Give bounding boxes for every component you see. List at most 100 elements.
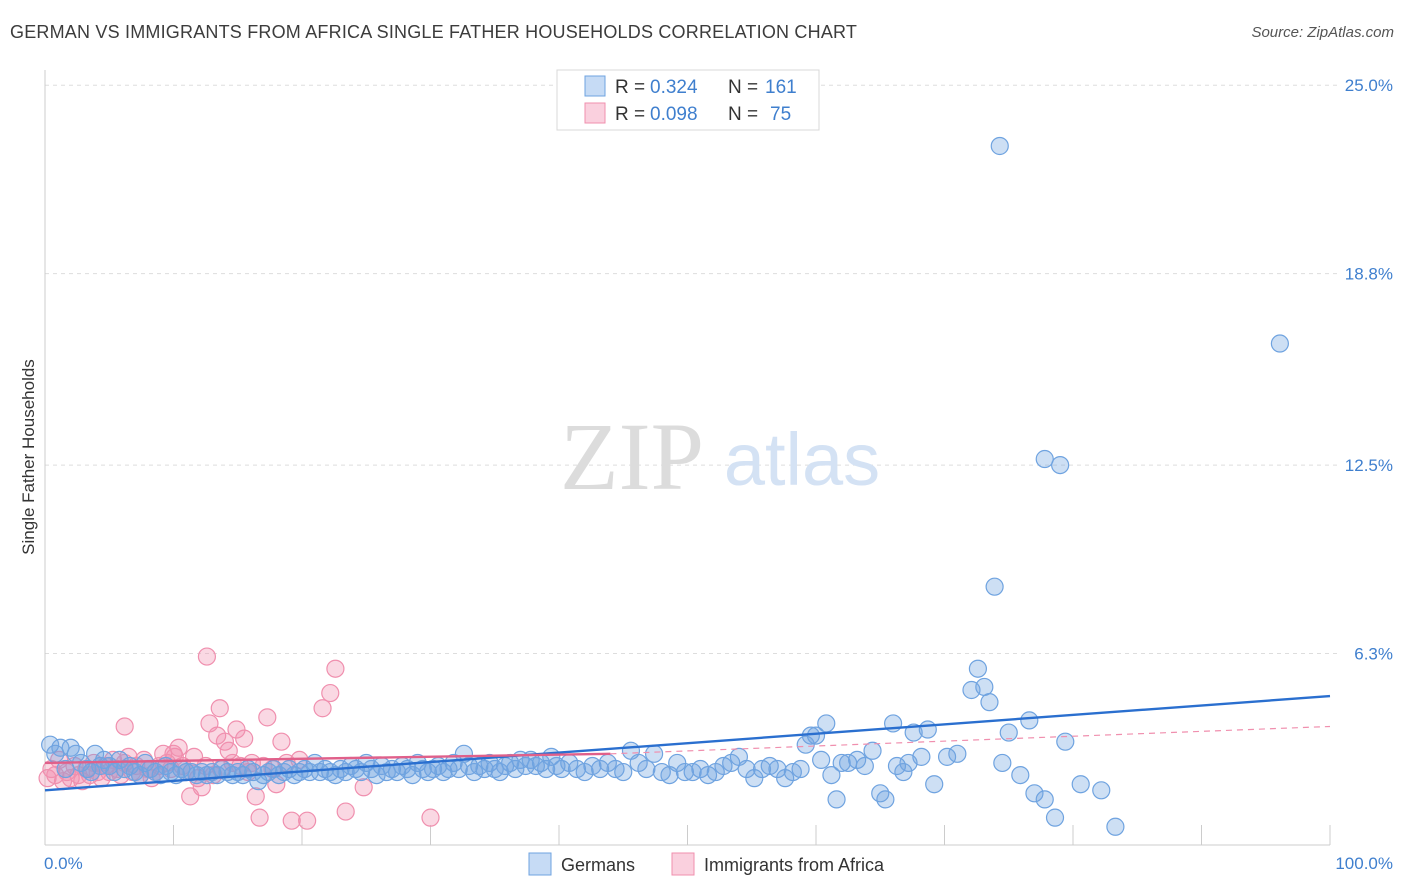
africa-point-51 <box>235 729 254 748</box>
germans-point-50 <box>295 759 314 779</box>
chart-title: GERMAN VS IMMIGRANTS FROM AFRICA SINGLE … <box>10 22 858 42</box>
africa-point-64 <box>298 811 317 830</box>
germans-point-145 <box>876 790 895 809</box>
germans-point-172 <box>985 577 1004 596</box>
germans-point-170 <box>1106 817 1125 836</box>
germans-point-73 <box>413 759 432 779</box>
germans-point-87 <box>485 759 504 779</box>
y-tick-label-1: 12.5% <box>1345 456 1393 475</box>
germans-point-3 <box>56 759 75 779</box>
africa-point-49 <box>227 720 246 739</box>
germans-point-160 <box>993 753 1012 773</box>
germans-point-152 <box>918 720 937 739</box>
watermark: ZIP atlas <box>560 403 880 510</box>
germans-point-175 <box>1051 455 1070 475</box>
africa-point-57 <box>258 708 277 727</box>
germans-point-14 <box>110 750 129 770</box>
germans-point-55 <box>321 762 340 782</box>
germans-point-155 <box>948 744 967 763</box>
legend-r-value-germans: 0.324 <box>650 77 698 98</box>
germans-point-2 <box>51 738 70 757</box>
germans-point-112 <box>644 744 664 763</box>
bottom-legend-africa: Immigrants from Africa <box>704 855 885 875</box>
germans-point-131 <box>791 759 810 779</box>
germans-point-166 <box>1045 808 1065 827</box>
bottom-legend-swatch-germans <box>528 852 552 876</box>
germans-point-174 <box>1035 449 1054 469</box>
x-tick-label-0: 0.0% <box>44 854 83 873</box>
legend-swatch-germans <box>584 75 606 97</box>
germans-point-0 <box>41 735 60 754</box>
y-tick-label-0: 6.3% <box>1354 645 1393 664</box>
legend-n-label-africa: N = <box>728 104 758 125</box>
germans-point-77 <box>434 762 453 782</box>
africa-point-55 <box>250 808 269 827</box>
germans-point-150 <box>904 723 923 742</box>
africa-point-65 <box>313 699 332 718</box>
legend-n-value-africa: 75 <box>770 104 791 125</box>
legend-swatch-africa <box>584 102 606 124</box>
y-tick-label-2: 18.8% <box>1345 265 1393 284</box>
germans-point-167 <box>1056 732 1075 751</box>
germans-point-132 <box>796 735 815 754</box>
germans-point-75 <box>423 759 443 779</box>
germans-point-159 <box>980 693 999 712</box>
source-credit: Source: ZipAtlas.com <box>1251 24 1394 41</box>
germans-point-171 <box>990 136 1009 156</box>
y-axis-label: Single Father Households <box>19 359 38 555</box>
germans-point-66 <box>377 762 396 782</box>
africa-point-71 <box>115 717 134 736</box>
germans-point-158 <box>975 677 994 697</box>
germans-point-142 <box>855 756 874 776</box>
legend-n-value-germans: 161 <box>765 77 797 98</box>
germans-point-173 <box>1270 334 1289 353</box>
trend-line-germans <box>44 694 1331 792</box>
germans-point-161 <box>999 723 1018 742</box>
germans-point-136 <box>817 714 836 733</box>
africa-point-46 <box>215 732 234 751</box>
x-tick-label-1: 100.0% <box>1335 854 1393 873</box>
y-tick-label-3: 25.0% <box>1345 76 1393 95</box>
africa-point-54 <box>246 787 265 806</box>
africa-point-60 <box>272 732 291 751</box>
germans-point-95 <box>526 756 545 776</box>
bottom-legend-germans: Germans <box>561 855 635 875</box>
germans-point-143 <box>863 741 882 760</box>
watermark-zip: ZIP <box>560 403 704 510</box>
germans-point-53 <box>310 762 330 782</box>
watermark-atlas: atlas <box>724 418 880 501</box>
trend-line-africa <box>44 752 611 765</box>
tick-labels: 6.3% 12.5% 18.8% 25.0% 0.0% 100.0% <box>44 76 1393 873</box>
germans-point-32 <box>202 762 222 782</box>
legend-n-label-germans: N = <box>728 77 758 98</box>
germans-point-157 <box>968 659 988 678</box>
axes <box>44 70 1331 846</box>
germans-point-124 <box>737 759 756 779</box>
germans-point-30 <box>192 762 211 782</box>
germans-point-128 <box>768 759 787 779</box>
trend-lines <box>44 694 1331 792</box>
africa-point-70 <box>421 808 440 827</box>
germans-point-74 <box>418 762 438 782</box>
germans-point-111 <box>637 759 656 779</box>
germans-point-138 <box>827 790 846 809</box>
germans-point-116 <box>675 762 695 782</box>
africa-point-74 <box>210 699 229 718</box>
legend-r-value-africa: 0.098 <box>650 104 698 125</box>
germans-point-165 <box>1035 790 1054 809</box>
germans-point-45 <box>269 765 288 785</box>
africa-point-66 <box>321 683 340 703</box>
germans-point-168 <box>1071 775 1090 794</box>
legend-r-label-germans: R = <box>615 77 645 98</box>
germans-point-164 <box>1025 784 1044 803</box>
bottom-legend-swatch-africa <box>671 852 695 876</box>
germans-point-148 <box>894 762 913 782</box>
germans-point-151 <box>912 747 931 766</box>
germans-point-125 <box>745 769 764 788</box>
germans-point-8 <box>82 762 101 782</box>
germans-point-153 <box>925 775 944 794</box>
germans-point-137 <box>822 765 841 785</box>
germans-point-169 <box>1092 781 1111 800</box>
germans-point-163 <box>1020 711 1039 730</box>
